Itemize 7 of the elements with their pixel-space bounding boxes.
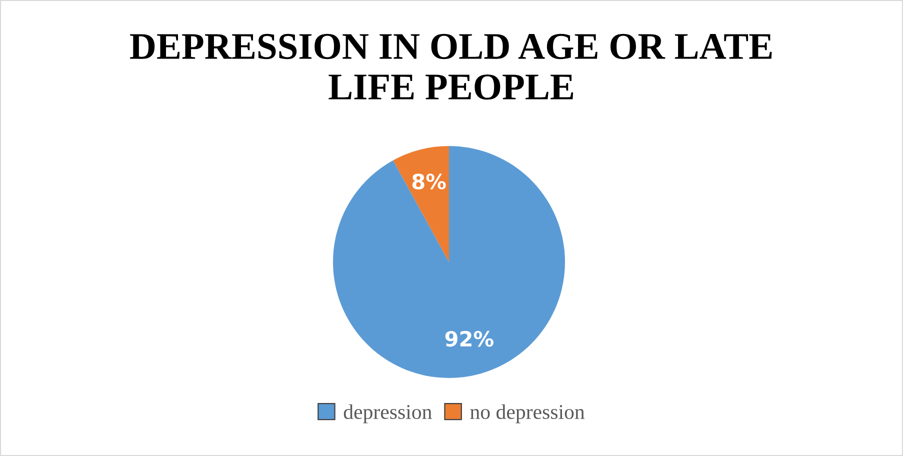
chart-title: DEPRESSION IN OLD AGE OR LATE LIFE PEOPLE <box>130 34 772 100</box>
data-label: 92% <box>445 330 494 347</box>
pie-slice <box>393 146 449 262</box>
data-label: 8% <box>412 174 446 190</box>
pie-slice <box>333 146 565 378</box>
legend-label: depression <box>344 404 432 424</box>
legend-label: no depression <box>470 404 585 424</box>
